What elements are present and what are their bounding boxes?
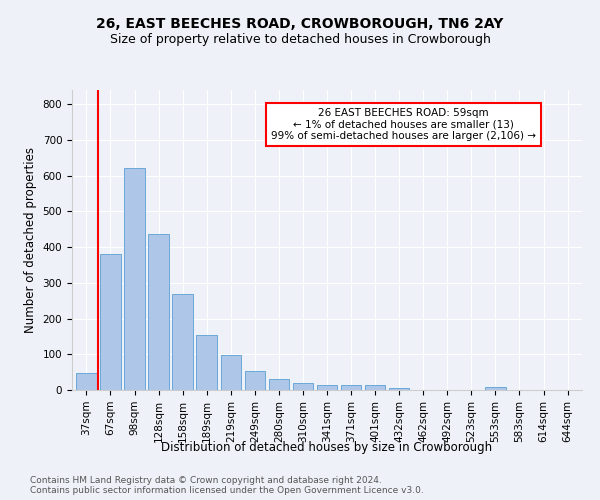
Text: 26, EAST BEECHES ROAD, CROWBOROUGH, TN6 2AY: 26, EAST BEECHES ROAD, CROWBOROUGH, TN6 … — [97, 18, 503, 32]
Bar — [485, 387, 506, 390]
Text: 26 EAST BEECHES ROAD: 59sqm
← 1% of detached houses are smaller (13)
99% of semi: 26 EAST BEECHES ROAD: 59sqm ← 1% of deta… — [271, 108, 536, 141]
Bar — [245, 372, 265, 390]
Y-axis label: Number of detached properties: Number of detached properties — [24, 147, 37, 333]
Bar — [221, 356, 241, 390]
Bar — [124, 168, 145, 390]
Text: Size of property relative to detached houses in Crowborough: Size of property relative to detached ho… — [110, 32, 490, 46]
Bar — [100, 254, 121, 390]
Bar — [196, 336, 217, 390]
Bar — [76, 373, 97, 390]
Bar — [269, 380, 289, 390]
Bar — [148, 234, 169, 390]
Bar — [389, 388, 409, 390]
Bar — [172, 294, 193, 390]
Text: Distribution of detached houses by size in Crowborough: Distribution of detached houses by size … — [161, 441, 493, 454]
Bar — [317, 386, 337, 390]
Bar — [365, 384, 385, 390]
Bar — [341, 386, 361, 390]
Bar — [293, 383, 313, 390]
Text: Contains HM Land Registry data © Crown copyright and database right 2024.
Contai: Contains HM Land Registry data © Crown c… — [30, 476, 424, 495]
